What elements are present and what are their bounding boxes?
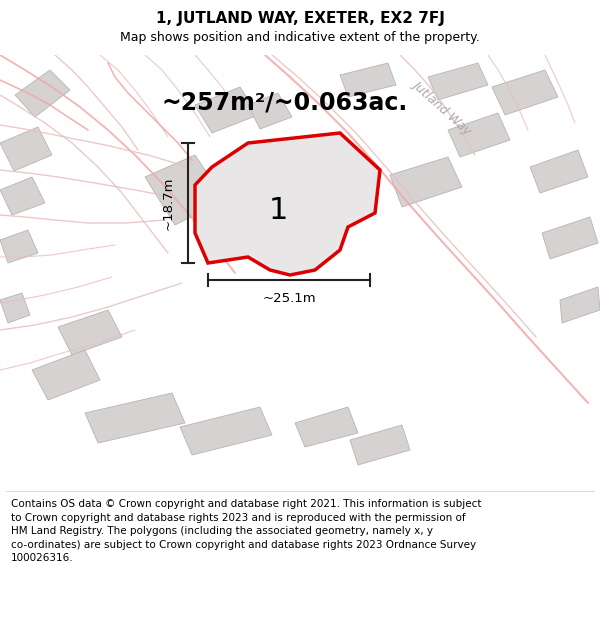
Polygon shape bbox=[428, 63, 488, 100]
Polygon shape bbox=[195, 87, 258, 133]
Polygon shape bbox=[340, 63, 396, 97]
Polygon shape bbox=[0, 293, 30, 323]
Text: ~18.7m: ~18.7m bbox=[161, 176, 175, 230]
Text: Contains OS data © Crown copyright and database right 2021. This information is : Contains OS data © Crown copyright and d… bbox=[11, 499, 481, 563]
Text: ~257m²/~0.063ac.: ~257m²/~0.063ac. bbox=[162, 91, 408, 115]
Polygon shape bbox=[350, 425, 410, 465]
Polygon shape bbox=[0, 230, 38, 263]
Polygon shape bbox=[492, 70, 558, 115]
Polygon shape bbox=[195, 133, 380, 275]
Text: 1, JUTLAND WAY, EXETER, EX2 7FJ: 1, JUTLAND WAY, EXETER, EX2 7FJ bbox=[155, 11, 445, 26]
Polygon shape bbox=[530, 150, 588, 193]
Text: 1: 1 bbox=[268, 196, 288, 225]
Polygon shape bbox=[542, 217, 598, 259]
Polygon shape bbox=[32, 350, 100, 400]
Text: Map shows position and indicative extent of the property.: Map shows position and indicative extent… bbox=[120, 31, 480, 44]
Polygon shape bbox=[295, 407, 358, 447]
Polygon shape bbox=[0, 127, 52, 171]
Polygon shape bbox=[58, 310, 122, 355]
Polygon shape bbox=[448, 113, 510, 157]
Polygon shape bbox=[180, 407, 272, 455]
Text: Jutland Way: Jutland Way bbox=[410, 78, 474, 137]
Polygon shape bbox=[248, 93, 292, 129]
Text: ~25.1m: ~25.1m bbox=[262, 291, 316, 304]
Polygon shape bbox=[15, 70, 70, 117]
Polygon shape bbox=[390, 157, 462, 207]
Polygon shape bbox=[560, 287, 600, 323]
Polygon shape bbox=[85, 393, 185, 443]
Polygon shape bbox=[210, 145, 308, 230]
Polygon shape bbox=[145, 155, 225, 225]
Polygon shape bbox=[0, 177, 45, 215]
